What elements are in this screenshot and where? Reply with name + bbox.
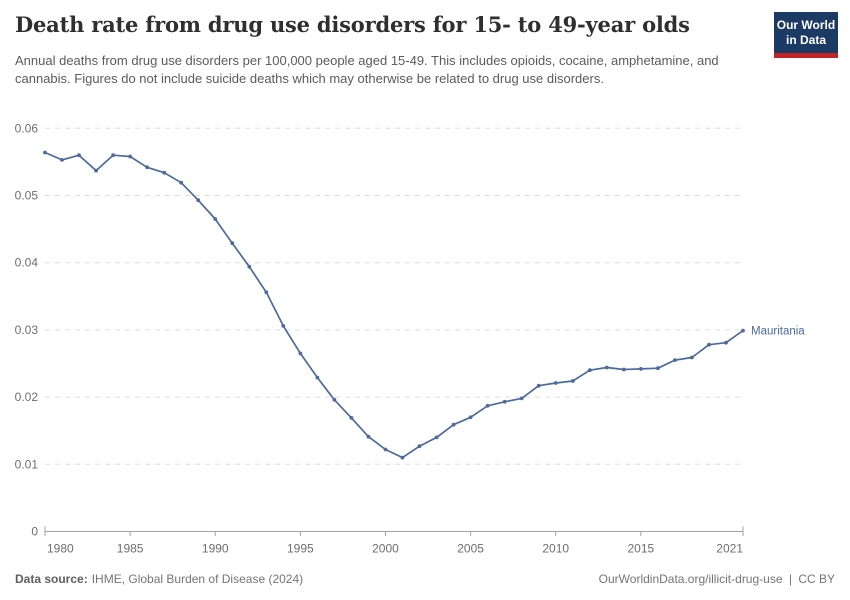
data-point (604, 365, 609, 370)
footer-link[interactable]: OurWorldinData.org/illicit-drug-use (598, 572, 783, 586)
data-point (690, 355, 694, 360)
data-point (434, 435, 439, 440)
data-point (230, 241, 235, 246)
chart-subtitle: Annual deaths from drug use disorders pe… (15, 53, 719, 87)
owid-logo-line2: in Data (785, 33, 826, 47)
data-point (179, 180, 184, 185)
data-point (570, 379, 575, 383)
series-end-label: Mauritania (751, 326, 805, 338)
data-point (111, 153, 115, 158)
y-tick-label: 0.06 (15, 121, 39, 135)
data-source-label: Data source: (15, 572, 88, 586)
data-point (639, 367, 643, 371)
data-point (315, 375, 320, 380)
data-point (673, 358, 677, 362)
data-point (332, 397, 337, 402)
x-tick-label: 1985 (117, 542, 144, 556)
x-tick-label: 2000 (372, 542, 399, 556)
y-tick-label: 0.02 (15, 390, 39, 404)
data-point (298, 351, 303, 356)
data-point (553, 381, 558, 385)
data-point (349, 416, 354, 420)
data-point (707, 342, 711, 347)
data-point (587, 368, 592, 373)
data-point (519, 396, 524, 401)
data-point (264, 290, 269, 295)
chart-footer: Data source: IHME, Global Burden of Disea… (15, 572, 835, 586)
data-point (196, 198, 201, 203)
y-tick-label: 0.03 (15, 323, 39, 337)
data-point (145, 165, 150, 170)
page-title: Death rate from drug use disorders for 1… (15, 12, 690, 37)
data-point (383, 447, 388, 452)
license-text: CC BY (798, 572, 835, 586)
x-tick-label: 2021 (716, 542, 743, 556)
data-point (485, 403, 490, 408)
y-tick-label: 0.01 (15, 457, 39, 471)
y-tick-label: 0.05 (15, 189, 39, 203)
data-point (247, 264, 252, 269)
data-point (43, 150, 47, 155)
data-point (621, 367, 626, 372)
data-point (741, 328, 745, 333)
data-source: Data source: IHME, Global Burden of Disea… (15, 572, 303, 586)
data-point (417, 444, 422, 449)
data-point (536, 383, 541, 388)
series-line (44, 151, 744, 459)
x-tick-label: 1980 (47, 542, 74, 556)
footer-divider: | (788, 572, 792, 586)
data-point (281, 324, 286, 328)
y-tick-label: 0.04 (15, 256, 39, 270)
data-point (502, 399, 507, 404)
data-point (451, 422, 456, 427)
data-point (656, 366, 660, 371)
data-point (400, 455, 405, 460)
y-tick-label: 0 (31, 525, 38, 539)
data-point (724, 340, 728, 345)
x-tick-label: 1995 (287, 542, 314, 556)
data-point (213, 217, 218, 221)
data-point (468, 415, 473, 420)
x-tick-label: 2010 (542, 542, 569, 556)
x-tick-label: 1990 (202, 542, 229, 556)
owid-logo-line1: Our World (776, 18, 836, 32)
data-point (366, 434, 371, 439)
footer-right: OurWorldinData.org/illicit-drug-use | CC… (599, 572, 835, 586)
data-point (77, 153, 81, 158)
data-point (60, 158, 64, 162)
data-point (162, 170, 167, 175)
owid-logo: Our World in Data (774, 12, 838, 58)
data-source-value: IHME, Global Burden of Disease (2024) (91, 572, 304, 586)
x-tick-label: 2015 (628, 542, 655, 556)
data-point (128, 154, 133, 159)
data-point (94, 168, 98, 173)
x-tick-label: 2005 (457, 542, 484, 556)
